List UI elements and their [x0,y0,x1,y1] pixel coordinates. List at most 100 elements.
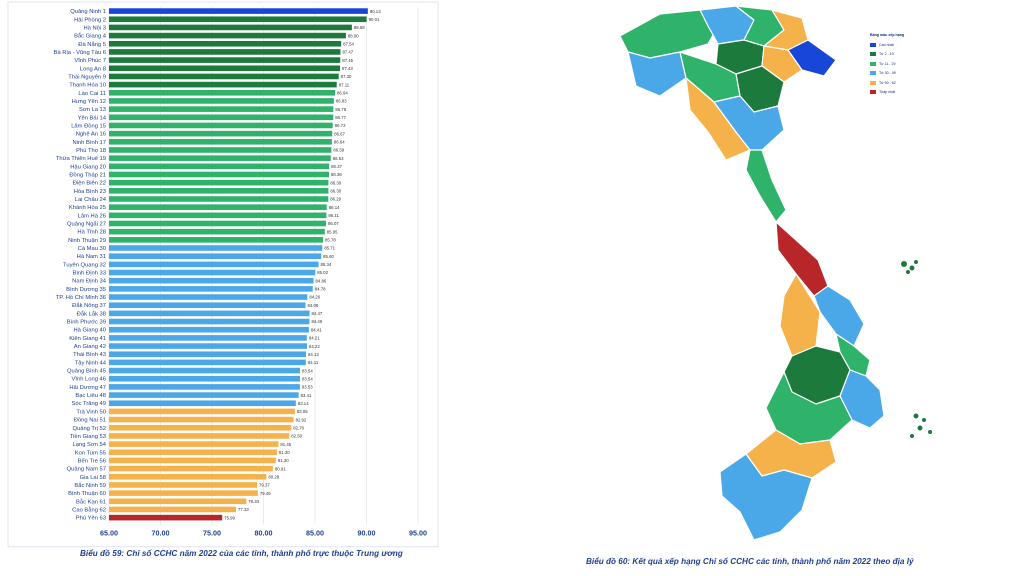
category-label: Ninh Bình 17 [72,140,106,146]
bar [109,130,333,137]
value-label: 84.26 [309,295,320,300]
bar [109,433,290,439]
bar [109,114,334,121]
value-label: 82.50 [291,434,302,439]
category-label: Tiền Giang 53 [70,434,106,440]
category-label: Bình Định 33 [72,271,106,277]
value-label: 78.33 [248,499,259,504]
value-label: 81.45 [280,442,291,447]
category-label: Sóc Trăng 49 [72,401,106,407]
category-label: Hà Nam 31 [77,254,106,260]
province-region [787,39,837,77]
legend-label: Từ 11 - 29 [879,61,896,66]
left-chart-caption: Biểu đồ 59: Chỉ số CCHC năm 2022 của các… [80,549,403,558]
bar [109,81,337,88]
category-label: Quảng Bình 45 [67,369,106,375]
bar [109,8,368,14]
value-label: 85.95 [327,229,338,234]
bar [109,400,296,407]
value-label: 80.91 [275,466,286,471]
category-label: Quảng Ninh 1 [70,9,106,15]
bar [109,139,332,145]
bar [109,147,332,153]
x-tick-label: 65.00 [100,529,118,538]
bar [109,89,335,96]
legend-item: Thấp nhất [870,88,904,98]
value-label: 86.64 [334,140,345,145]
map-regions [619,5,885,541]
value-label: 86.72 [335,123,346,128]
bar [109,196,329,202]
bar [109,392,299,398]
value-label: 87.47 [342,50,353,55]
x-tick-label: 90.00 [358,529,376,538]
category-label: Long An 8 [80,66,106,72]
bar [109,449,277,456]
bars [109,8,368,521]
bar [109,506,236,513]
bar [109,106,334,112]
category-label: Thanh Hóa 10 [69,83,106,89]
legend-item: Từ 30 - 49 [870,69,904,79]
bar [109,179,329,186]
bar [109,367,300,374]
bar [109,40,342,47]
legend-label: Cao nhất [879,42,894,47]
bar [109,343,307,349]
legend-item: Cao nhất [870,40,904,50]
category-label: Tuyên Quang 32 [63,262,106,268]
value-label: 85.02 [317,270,328,275]
category-label: Nam Định 34 [72,279,107,285]
category-label: TP. Hồ Chí Minh 36 [56,295,106,301]
category-label: Lai Châu 24 [75,197,107,203]
spratly-islands [922,418,926,422]
legend-label: Từ 30 - 49 [879,71,896,76]
legend-swatch [870,42,876,47]
value-label: 87.43 [342,66,353,71]
value-label: 79.37 [259,483,270,488]
category-label: Hải Dương 47 [69,385,106,391]
category-label: Đắk Lắk 38 [77,310,106,317]
map-legend: Bảng màu xếp hạng Cao nhất Từ 2 - 10 Từ 11… [870,33,904,97]
bar [109,326,309,333]
bar [109,351,307,358]
x-tick-label: 85.00 [306,529,324,538]
bar [109,482,258,488]
value-label: 84.22 [309,344,320,349]
x-axis-tick-labels: 65.00 70.00 75.00 80.00 85.00 90.00 95.00 [100,529,427,538]
value-label: 88.58 [354,25,365,30]
value-label: 86.37 [331,164,342,169]
bar [109,408,295,415]
paracel-islands [901,261,907,267]
category-label: Bình Phước 39 [67,320,106,326]
category-label: Đắk Nông 37 [72,302,106,309]
category-label: Đồng Tháp 21 [69,172,106,178]
category-label: Yên Bái 14 [78,115,107,121]
value-label: 83.05 [297,409,308,414]
province-region [719,453,813,541]
value-label: 86.59 [333,148,344,153]
category-label: Nghệ An 16 [76,132,106,138]
bar [109,163,330,170]
category-label: Bình Dương 35 [66,287,106,293]
bar [109,424,292,431]
value-label: 75.99 [224,515,235,520]
spratly-islands [928,430,932,434]
value-label: 86.36 [331,172,342,177]
bar [109,269,316,276]
value-label: 87.54 [343,41,354,46]
category-label: Bắc Giang 4 [74,33,107,40]
category-label: Khánh Hòa 25 [69,205,106,211]
bar [109,65,341,72]
bar [109,473,267,480]
x-tick-label: 95.00 [409,529,427,538]
value-label: 87.45 [342,58,353,63]
value-label: 87.30 [341,74,352,79]
legend-title: Bảng màu xếp hạng [870,33,905,37]
category-label: Tây Ninh 44 [75,360,107,366]
bar [109,490,258,496]
bar [109,318,310,325]
value-label: 86.78 [335,107,346,112]
value-label: 82.92 [296,417,307,422]
value-label: 81.20 [278,458,289,463]
